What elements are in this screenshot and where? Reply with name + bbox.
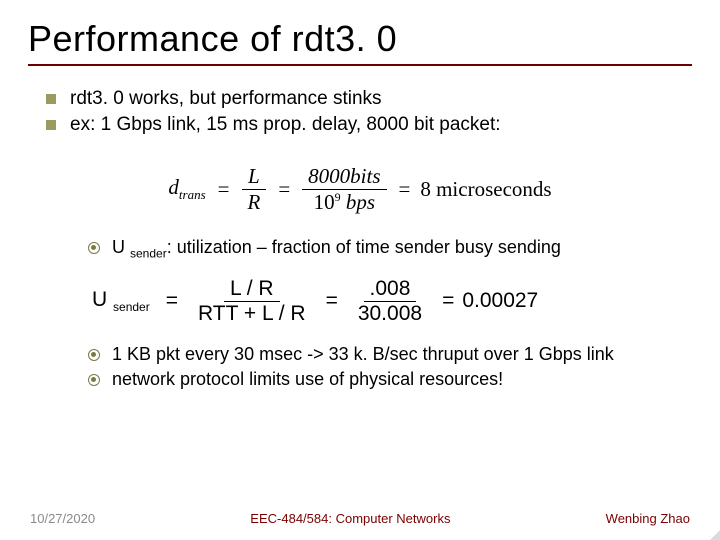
equation-usender: U sender = L / R RTT + L / R = .008 30.0… [92,277,692,326]
fraction-numerator: L / R [224,277,280,302]
footer-course: EEC-484/584: Computer Networks [250,511,450,526]
fraction: 8000bits 109 bps [302,164,386,215]
list-level1: rdt3. 0 works, but performance stinks ex… [28,88,692,136]
text-sub: sender [130,247,167,261]
square-bullet-icon [46,120,56,130]
circle-bullet-icon [88,374,100,386]
fraction-numerator: 8000bits [302,164,386,190]
circle-bullet-icon [88,242,100,254]
list-item: rdt3. 0 works, but performance stinks [46,88,692,110]
title-rule: Performance of rdt3. 0 [28,18,692,66]
equals-icon: = [278,177,290,202]
eq-val: 8000 [308,164,350,188]
list-item-text: U sender: utilization – fraction of time… [112,237,561,261]
eq-result-val: 8 [420,177,431,201]
equals-icon: = [218,177,230,202]
square-bullet-icon [46,94,56,104]
eq-base: 10 [314,190,335,214]
text-post: : utilization – fraction of time sender … [167,237,561,257]
page-corner-icon [710,530,720,540]
list-item-text: rdt3. 0 works, but performance stinks [70,88,382,110]
eq-unit: bps [346,190,375,214]
list-level2: U sender: utilization – fraction of time… [28,237,692,261]
footer: 10/27/2020 EEC-484/584: Computer Network… [0,511,720,526]
list-item: U sender: utilization – fraction of time… [88,237,692,261]
eq-var-u: U [92,288,107,311]
list-item-text: 1 KB pkt every 30 msec -> 33 k. B/sec th… [112,344,614,365]
fraction: L R [241,164,266,215]
list-item: 1 KB pkt every 30 msec -> 33 k. B/sec th… [88,344,692,365]
eq-result-unit: microseconds [436,177,551,201]
list-level2: 1 KB pkt every 30 msec -> 33 k. B/sec th… [28,344,692,390]
slide-title: Performance of rdt3. 0 [28,18,692,60]
equals-icon: = [326,289,338,313]
eq-sub-sender: sender [113,300,150,314]
footer-author: Wenbing Zhao [606,511,690,526]
equals-icon: = [399,177,411,202]
fraction-denominator: R [241,190,266,215]
list-item: network protocol limits use of physical … [88,369,692,390]
equals-icon: = [166,289,178,313]
fraction-denominator: 109 bps [308,190,381,215]
fraction: L / R RTT + L / R [192,277,312,326]
circle-bullet-icon [88,349,100,361]
list-item: ex: 1 Gbps link, 15 ms prop. delay, 8000… [46,114,692,136]
eq-result: 8 microseconds [420,177,551,202]
eq-result: 0.00027 [462,289,538,313]
eq-lhs: U sender [92,288,150,314]
list-item-text: network protocol limits use of physical … [112,369,503,390]
eq-var-d: d [168,175,179,199]
slide: Performance of rdt3. 0 rdt3. 0 works, bu… [0,0,720,540]
eq-sub-trans: trans [179,188,206,203]
equation-dtrans: dtrans = L R = 8000bits 109 bps = 8 micr… [28,164,692,215]
equals-icon: = [442,289,454,313]
fraction-denominator: 30.008 [352,302,428,326]
fraction-numerator: .008 [364,277,417,302]
fraction-denominator: RTT + L / R [192,302,312,326]
footer-date: 10/27/2020 [30,511,95,526]
fraction: .008 30.008 [352,277,428,326]
text-pre: U [112,237,130,257]
eq-unit: bits [350,164,380,188]
list-item-text: ex: 1 Gbps link, 15 ms prop. delay, 8000… [70,114,501,136]
eq-lhs: dtrans [168,175,205,203]
eq-exp: 9 [335,190,341,204]
fraction-numerator: L [242,164,266,190]
